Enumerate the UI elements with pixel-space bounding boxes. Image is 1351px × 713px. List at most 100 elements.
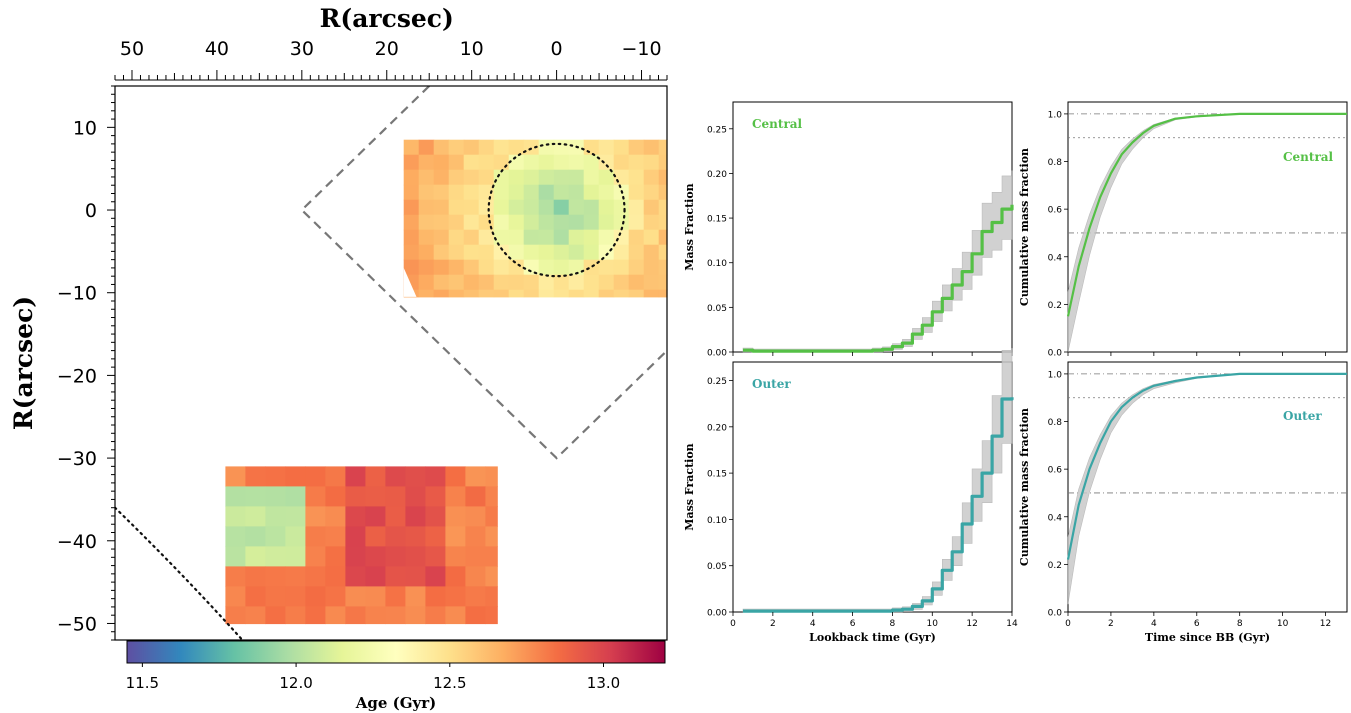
voronoi-bin [583,154,600,171]
voronoi-bin [418,199,435,216]
footprint-outline [300,86,667,460]
voronoi-bin [553,244,570,261]
voronoi-bin [448,199,465,216]
voronoi-bin [658,244,668,261]
map-top-tick-label: −10 [621,38,661,60]
voronoi-bin [265,486,286,507]
voronoi-bin [658,169,668,186]
map-left-axis: 10 0 −10 −20 −30 −40 −50 R(arcsec) [9,85,115,641]
voronoi-bin [613,244,630,261]
voronoi-bin [643,244,660,261]
panel-label-outer: Outer [752,377,791,391]
panel-frame [1067,101,1348,353]
voronoi-bin [463,154,480,171]
voronoi-bin [425,486,446,507]
voronoi-bin [538,274,555,291]
voronoi-bin [553,169,570,186]
lower-field [225,466,498,625]
voronoi-bin [445,586,466,607]
voronoi-bin [598,229,615,246]
voronoi-bin [643,154,660,171]
voronoi-bin [403,229,420,246]
voronoi-bin [553,139,570,156]
voronoi-bin [598,154,615,171]
voronoi-bin [568,184,585,201]
voronoi-bin [493,214,510,231]
x-axis-title: Lookback time (Gyr) [809,631,936,644]
voronoi-bin [445,466,466,487]
voronoi-bin [465,506,486,527]
voronoi-bin [245,486,266,507]
voronoi-bin [465,586,486,607]
x-axis-title: Time since BB (Gyr) [1145,631,1270,644]
y-tick-label: 0.15 [707,470,727,480]
voronoi-bin [285,486,306,507]
voronoi-bin [285,566,306,587]
voronoi-bin [643,274,660,291]
x-tick-label: 2 [770,619,776,629]
voronoi-bin [225,586,246,607]
y-tick-label: 0.6 [1048,466,1063,476]
voronoi-bin [345,546,366,567]
y-tick-label: 0.25 [707,377,727,387]
voronoi-bin [523,244,540,261]
voronoi-bin [365,486,386,507]
x-tick-label: 10 [1277,619,1289,629]
voronoi-bin [508,289,525,298]
voronoi-bin [385,526,406,547]
panel-frame [732,361,1013,613]
y-tick-label: 0.05 [707,304,727,314]
panel-frame [1067,361,1348,613]
voronoi-bin [403,169,420,186]
voronoi-bin [285,586,306,607]
map-top-tick-label: 20 [375,38,399,60]
colorbar-tick-label: 11.5 [126,674,159,692]
voronoi-bin [385,566,406,587]
voronoi-bin [658,184,668,201]
x-tick-label: 2 [1108,619,1114,629]
y-tick-label: 0.20 [707,423,727,433]
voronoi-bin [305,466,326,487]
voronoi-bin [628,139,645,156]
panel-frame [732,101,1013,353]
voronoi-bin [538,139,555,156]
panel-label-central: Central [752,117,803,131]
voronoi-bin [613,199,630,216]
voronoi-bin [345,466,366,487]
voronoi-bin [425,566,446,587]
y-tick-label: 0.2 [1048,561,1062,571]
colorbar-tick-label: 12.5 [433,674,466,692]
voronoi-bin [265,506,286,527]
voronoi-bin [265,546,286,567]
voronoi-bin [448,154,465,171]
voronoi-bin [405,586,426,607]
voronoi-bin [508,274,525,291]
voronoi-bin [493,289,510,298]
panel-label-central: Central [1283,150,1334,164]
map-top-tick-label: 0 [551,38,563,60]
voronoi-bin [598,199,615,216]
x-tick-label: 10 [927,619,939,629]
voronoi-bin [478,259,495,276]
voronoi-bin [628,274,645,291]
voronoi-bin [493,259,510,276]
voronoi-bin [598,244,615,261]
voronoi-bin [508,154,525,171]
voronoi-bin [418,274,435,291]
voronoi-bin [405,526,426,547]
voronoi-bin [405,486,426,507]
voronoi-bin [403,184,420,201]
voronoi-bin [325,566,346,587]
map-top-tick-label: 40 [205,38,229,60]
x-tick-label: 8 [1237,619,1243,629]
voronoi-bin [628,154,645,171]
voronoi-bin [305,506,326,527]
voronoi-bin [448,139,465,156]
voronoi-bin [245,606,266,625]
voronoi-bin [305,546,326,567]
voronoi-bin [613,139,630,156]
voronoi-bin [568,274,585,291]
voronoi-bin [305,606,326,625]
voronoi-bin [485,486,498,507]
voronoi-bin [613,214,630,231]
